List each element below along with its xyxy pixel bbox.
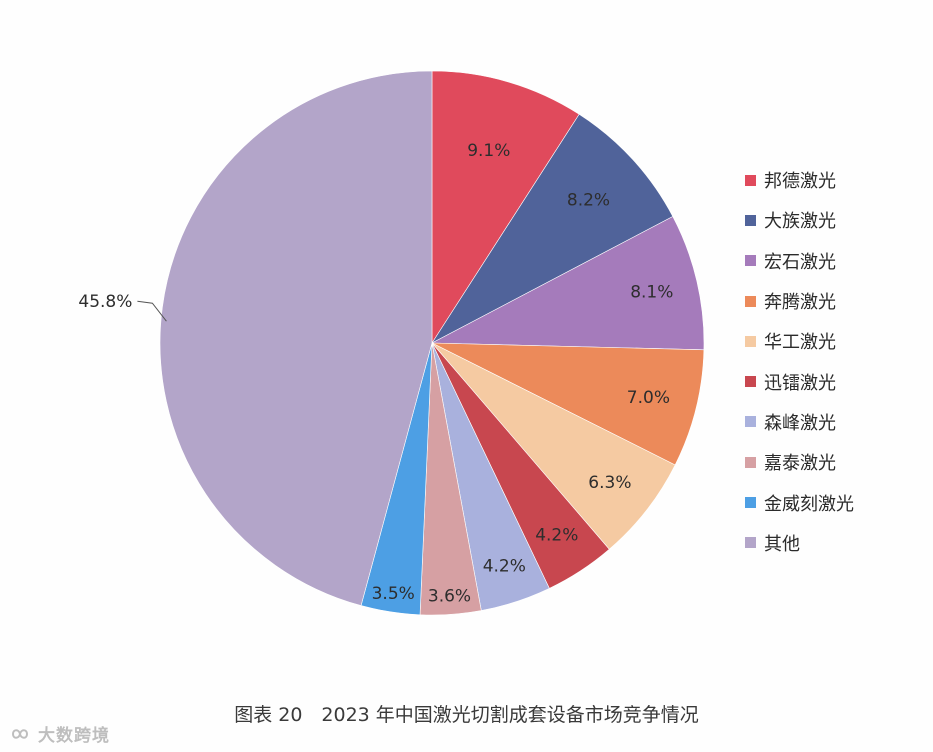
legend-item: 宏石激光 [745,241,925,281]
data-label-10: 45.8% [78,292,132,312]
data-label-5: 6.3% [588,473,631,493]
legend-item: 金威刻激光 [745,482,925,522]
legend-label: 宏石激光 [764,251,836,273]
legend-label: 其他 [764,533,800,555]
data-label-7: 4.2% [483,557,526,577]
legend-swatch [745,174,756,186]
data-label-8: 3.6% [428,586,471,606]
legend-label: 大族激光 [764,211,836,233]
watermark-text: 大数跨境 [38,726,110,746]
legend: 邦德激光大族激光宏石激光奔腾激光华工激光迅镭激光森峰激光嘉泰激光金威刻激光其他 [745,160,925,563]
legend-label: 金威刻激光 [764,493,854,515]
infinity-logo-icon [11,728,29,739]
legend-swatch [745,255,756,267]
legend-swatch [745,537,756,549]
leader-line-10 [137,300,167,322]
pie-slice-4 [431,342,705,466]
pie-slice-2 [431,113,674,344]
legend-swatch [745,456,756,468]
data-label-4: 7.0% [627,388,670,408]
chart-caption: 图表 20 2023 年中国激光切割成套设备市场竞争情况 [234,704,699,726]
legend-item: 华工激光 [745,321,925,361]
legend-label: 迅镭激光 [764,372,836,394]
legend-label: 邦德激光 [764,171,836,193]
data-label-9: 3.5% [372,584,415,604]
legend-swatch [745,335,756,347]
data-label-6: 4.2% [535,525,578,545]
legend-label: 华工激光 [764,332,836,354]
legend-item: 邦德激光 [745,160,925,200]
legend-swatch [745,416,756,428]
legend-item: 大族激光 [745,200,925,240]
legend-swatch [745,295,756,307]
pie-slice-1 [431,70,580,345]
legend-item: 奔腾激光 [745,281,925,321]
pie-slice-10 [159,70,433,606]
pie-chart: 9.1% 8.2% 8.1% 7.0% 6.3% 4.2% 4.2% 3.6% 3.5% 45.8… [78,70,705,616]
legend-swatch [745,376,756,388]
legend-swatch [745,497,756,509]
legend-item: 嘉泰激光 [745,442,925,482]
pie-slice-3 [430,216,705,351]
legend-item: 其他 [745,523,925,563]
data-label-1: 9.1% [467,141,510,161]
legend-label: 嘉泰激光 [764,453,836,475]
watermark: 大数跨境 [6,721,110,746]
legend-item: 迅镭激光 [745,361,925,401]
data-label-3: 8.1% [630,283,673,303]
legend-item: 森峰激光 [745,402,925,442]
legend-label: 奔腾激光 [764,292,836,314]
legend-swatch [745,214,756,226]
legend-label: 森峰激光 [764,412,836,434]
data-label-2: 8.2% [567,191,610,211]
